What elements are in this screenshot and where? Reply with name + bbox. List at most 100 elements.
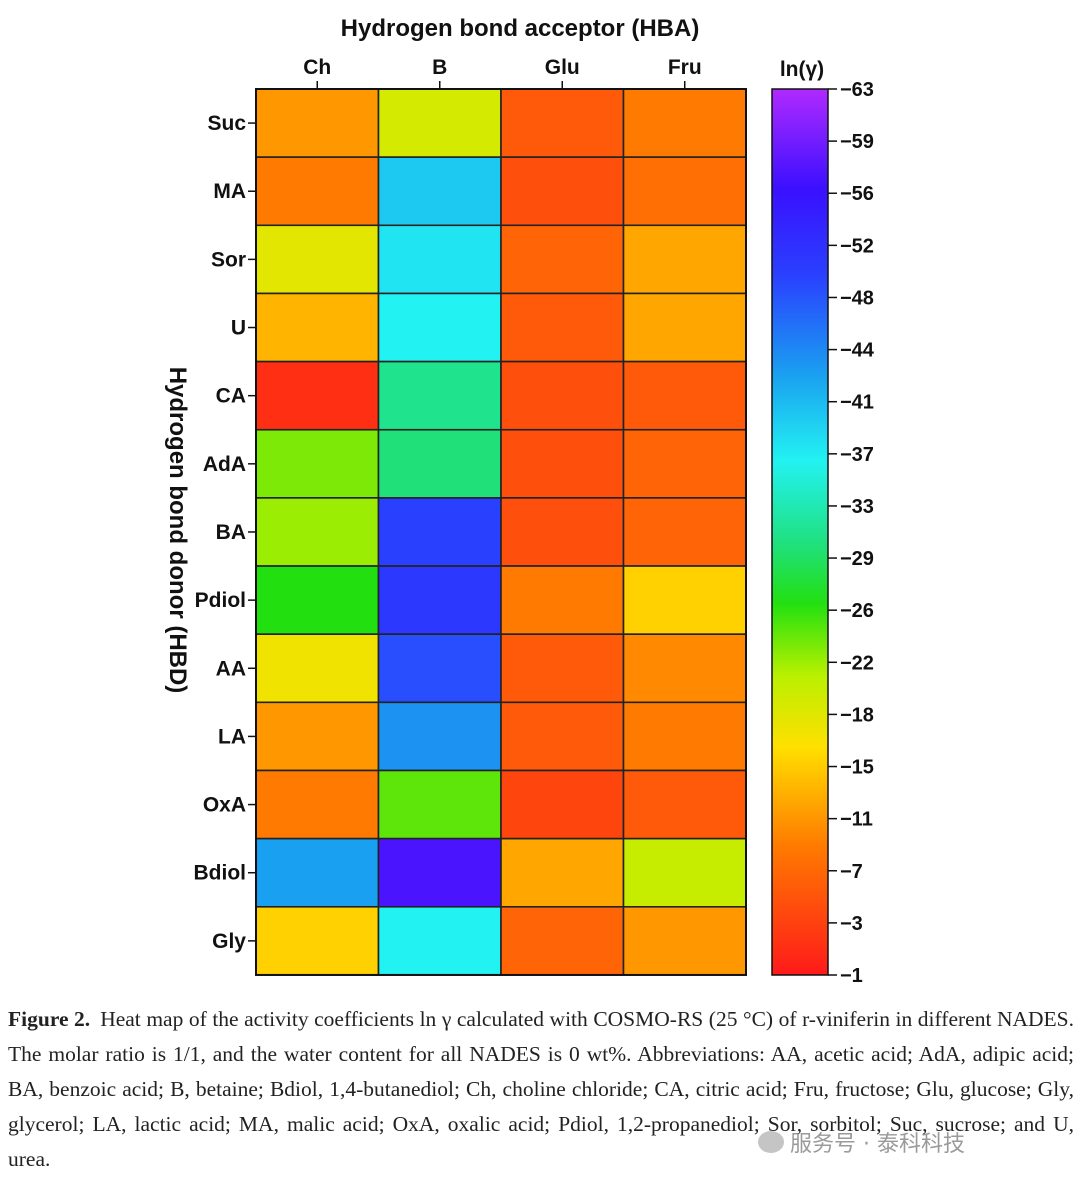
y-tick-label: Bdiol bbox=[194, 862, 247, 885]
colorbar-tick-label: −29 bbox=[840, 548, 874, 570]
caption-label: Figure 2. bbox=[8, 1007, 91, 1031]
heatmap-cell bbox=[500, 292, 625, 363]
y-tick-label: Pdiol bbox=[195, 589, 246, 612]
heatmap-cell bbox=[377, 633, 502, 704]
heatmap-cell bbox=[622, 701, 747, 772]
colorbar-tick-label: −1 bbox=[840, 965, 863, 987]
chart-title: Hydrogen bond acceptor (HBA) bbox=[341, 15, 700, 42]
heatmap-cells bbox=[255, 88, 747, 976]
heatmap-cell bbox=[500, 88, 625, 158]
heatmap-cell bbox=[255, 837, 380, 908]
heatmap-cell bbox=[255, 565, 380, 635]
heatmap-cell bbox=[377, 360, 502, 431]
heatmap-chart: Hydrogen bond acceptor (HBA) Hydrogen bo… bbox=[164, 15, 875, 987]
heatmap-cell bbox=[622, 428, 747, 499]
heatmap-cell bbox=[377, 88, 502, 158]
heatmap-cell bbox=[255, 428, 380, 499]
colorbar-label: ln(γ) bbox=[780, 58, 824, 81]
heatmap-cell bbox=[255, 701, 380, 772]
heatmap-cell bbox=[377, 224, 502, 295]
heatmap-cell bbox=[255, 224, 380, 295]
colorbar-tick-label: −59 bbox=[840, 131, 874, 153]
x-tick-label: Glu bbox=[545, 56, 580, 79]
heatmap-cell bbox=[500, 497, 625, 567]
colorbar-tick-label: −48 bbox=[840, 287, 874, 309]
y-tick-label: OxA bbox=[203, 794, 246, 817]
plot-border bbox=[255, 88, 747, 976]
heatmap-cell bbox=[500, 769, 625, 840]
y-tick-label: LA bbox=[218, 725, 246, 748]
colorbar-tick-label: −18 bbox=[840, 704, 874, 726]
heatmap-cell bbox=[622, 292, 747, 363]
y-tick-label: AdA bbox=[203, 453, 246, 476]
heatmap-cell bbox=[622, 497, 747, 567]
colorbar-tick-label: −56 bbox=[840, 183, 874, 205]
figure-caption: Figure 2. Heat map of the activity coeffi… bbox=[8, 1002, 1074, 1177]
heatmap-cell bbox=[500, 633, 625, 704]
wechat-icon bbox=[758, 1131, 784, 1153]
heatmap-cell bbox=[622, 360, 747, 431]
heatmap-cell bbox=[622, 224, 747, 295]
heatmap-cell bbox=[622, 156, 747, 227]
heatmap-cell bbox=[255, 360, 380, 431]
x-tick-label: B bbox=[432, 56, 447, 79]
heatmap-cell bbox=[255, 497, 380, 567]
heatmap-cell bbox=[500, 360, 625, 431]
y-tick-label: MA bbox=[213, 180, 246, 203]
x-axis: Ch B Glu Fru bbox=[303, 56, 702, 89]
heatmap-cell bbox=[500, 156, 625, 227]
heatmap-cell bbox=[500, 701, 625, 772]
colorbar-tick-label: −33 bbox=[840, 496, 874, 518]
x-tick-label: Ch bbox=[303, 56, 331, 79]
heatmap-cell bbox=[622, 565, 747, 635]
heatmap-cell bbox=[377, 156, 502, 227]
colorbar-tick-label: −63 bbox=[840, 79, 874, 101]
colorbar-ticks: −63 −59 −56 −52 −48 −44 −41 −37 −33 −29 −26 −22 −18 −… bbox=[828, 79, 875, 987]
y-axis: Suc MA Sor U CA AdA BA Pdiol AA LA OxA Bdiol Gly bbox=[194, 112, 256, 953]
y-tick-label: Suc bbox=[207, 112, 246, 135]
heatmap-cell bbox=[377, 837, 502, 908]
y-tick-label: Sor bbox=[211, 248, 246, 271]
heatmap-cell bbox=[500, 905, 625, 976]
heatmap-cell bbox=[622, 837, 747, 908]
colorbar-tick-label: −15 bbox=[840, 757, 874, 779]
y-tick-label: U bbox=[231, 317, 246, 340]
colorbar-tick-label: −3 bbox=[840, 913, 863, 935]
heatmap-cell bbox=[255, 633, 380, 704]
heatmap-cell bbox=[255, 292, 380, 363]
caption-text: Heat map of the activity coefficients ln… bbox=[8, 1007, 1074, 1171]
heatmap-cell bbox=[377, 701, 502, 772]
heatmap-cell bbox=[255, 88, 380, 158]
heatmap-cell bbox=[377, 428, 502, 499]
y-tick-label: CA bbox=[216, 385, 246, 408]
heatmap-cell bbox=[622, 769, 747, 840]
colorbar-tick-label: −52 bbox=[840, 235, 874, 257]
heatmap-cell bbox=[377, 565, 502, 635]
y-axis-label: Hydrogen bond donor (HBD) bbox=[164, 367, 191, 694]
colorbar-tick-label: −22 bbox=[840, 652, 874, 674]
y-tick-label: Gly bbox=[212, 930, 246, 953]
heatmap-cell bbox=[255, 156, 380, 227]
y-tick-label: AA bbox=[216, 657, 246, 680]
colorbar-tick-label: −11 bbox=[840, 809, 873, 831]
heatmap-cell bbox=[500, 428, 625, 499]
watermark: 服务号 · 泰科科技 bbox=[758, 1126, 965, 1158]
y-tick-label: BA bbox=[216, 521, 246, 544]
colorbar bbox=[771, 88, 829, 976]
heatmap-cell bbox=[500, 837, 625, 908]
heatmap-cell bbox=[500, 565, 625, 635]
heatmap-cell bbox=[622, 633, 747, 704]
heatmap-cell bbox=[377, 292, 502, 363]
heatmap-cell bbox=[500, 224, 625, 295]
heatmap-cell bbox=[622, 905, 747, 976]
heatmap-cell bbox=[377, 497, 502, 567]
colorbar-tick-label: −26 bbox=[840, 600, 874, 622]
colorbar-tick-label: −37 bbox=[840, 444, 874, 466]
colorbar-tick-label: −41 bbox=[840, 392, 874, 414]
heatmap-cell bbox=[377, 905, 502, 976]
colorbar-tick-label: −7 bbox=[840, 861, 863, 883]
heatmap-cell bbox=[255, 769, 380, 840]
watermark-text: 服务号 · 泰科科技 bbox=[790, 1132, 965, 1157]
x-tick-label: Fru bbox=[668, 56, 702, 79]
colorbar-tick-label: −44 bbox=[840, 340, 875, 362]
